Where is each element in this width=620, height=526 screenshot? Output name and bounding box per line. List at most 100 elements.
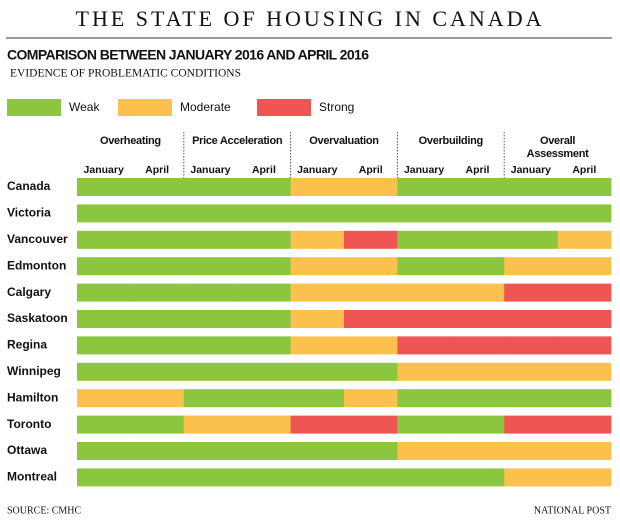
cell	[450, 283, 505, 302]
cell	[290, 178, 345, 196]
cell	[557, 336, 612, 355]
cell	[130, 389, 185, 408]
cell	[450, 362, 505, 381]
period-label: January	[511, 164, 551, 176]
cell	[450, 389, 505, 408]
cell	[344, 468, 398, 487]
row-label: Canada	[7, 179, 51, 193]
cell	[344, 230, 398, 249]
row-label: Hamilton	[7, 390, 58, 404]
row-label: Winnipeg	[7, 364, 61, 378]
cell	[290, 336, 345, 355]
cell	[397, 336, 452, 355]
cell	[183, 178, 238, 196]
cell	[504, 178, 558, 196]
cell	[397, 310, 452, 328]
period-label: April	[466, 164, 490, 176]
cell	[237, 257, 291, 276]
cell	[237, 336, 291, 355]
cell	[557, 442, 612, 460]
cell	[130, 362, 185, 381]
cell	[237, 415, 291, 434]
cell	[77, 204, 131, 223]
cell	[130, 336, 185, 355]
row-label: Vancouver	[7, 232, 68, 246]
cell	[183, 362, 238, 381]
legend-label: Weak	[69, 100, 100, 114]
legend-swatch	[7, 99, 61, 116]
cell	[504, 389, 558, 408]
cell	[290, 283, 345, 302]
cell	[77, 442, 131, 460]
group-header: Overvaluation	[309, 135, 379, 147]
cell	[237, 283, 291, 302]
cell	[344, 336, 398, 355]
cell	[290, 362, 345, 381]
cell	[290, 468, 345, 487]
cell	[504, 415, 558, 434]
period-label: January	[404, 164, 444, 176]
cell	[557, 389, 612, 408]
cell	[344, 204, 398, 223]
cell	[557, 283, 612, 302]
cell	[397, 178, 452, 196]
cell	[237, 389, 291, 408]
cell	[450, 257, 505, 276]
cell	[183, 336, 238, 355]
legend-swatch	[257, 99, 311, 116]
cell	[130, 442, 185, 460]
cell	[504, 442, 558, 460]
cell	[237, 178, 291, 196]
cell	[290, 230, 345, 249]
cell	[77, 415, 131, 434]
row-label: Calgary	[7, 285, 51, 299]
row-label: Edmonton	[7, 258, 66, 272]
cell	[450, 310, 505, 328]
group-header: Price Acceleration	[192, 135, 283, 147]
cell	[504, 336, 558, 355]
row-label: Toronto	[7, 417, 51, 431]
subtitle: COMPARISON BETWEEN JANUARY 2016 AND APRI…	[7, 47, 369, 63]
cell	[344, 257, 398, 276]
cell	[504, 310, 558, 328]
cell	[557, 468, 612, 487]
group-header: Overheating	[99, 135, 161, 147]
cell	[77, 336, 131, 355]
cell	[397, 389, 452, 408]
legend-label: Moderate	[180, 100, 231, 114]
cell	[130, 257, 185, 276]
cell	[290, 442, 345, 460]
group-header: Overbuilding	[418, 135, 484, 147]
cell	[183, 230, 238, 249]
cell	[397, 257, 452, 276]
cell	[237, 468, 291, 487]
period-label: April	[572, 164, 596, 176]
group-header: Overall Assessment	[526, 135, 589, 160]
cell	[504, 230, 558, 249]
cell	[344, 442, 398, 460]
cell	[450, 230, 505, 249]
period-label: January	[84, 164, 124, 176]
cell	[450, 442, 505, 460]
cell	[237, 362, 291, 381]
cell	[77, 257, 131, 276]
cell	[344, 310, 398, 328]
cell	[183, 257, 238, 276]
cell	[237, 442, 291, 460]
cell	[290, 415, 345, 434]
cell	[450, 178, 505, 196]
cell	[77, 362, 131, 381]
cell	[504, 362, 558, 381]
cell	[344, 283, 398, 302]
cell	[130, 230, 185, 249]
cell	[237, 204, 291, 223]
period-label: January	[297, 164, 337, 176]
cell	[290, 389, 345, 408]
cell	[77, 178, 131, 196]
cell	[504, 468, 558, 487]
cell	[397, 362, 452, 381]
cell	[557, 310, 612, 328]
cell	[183, 283, 238, 302]
cell	[397, 442, 452, 460]
